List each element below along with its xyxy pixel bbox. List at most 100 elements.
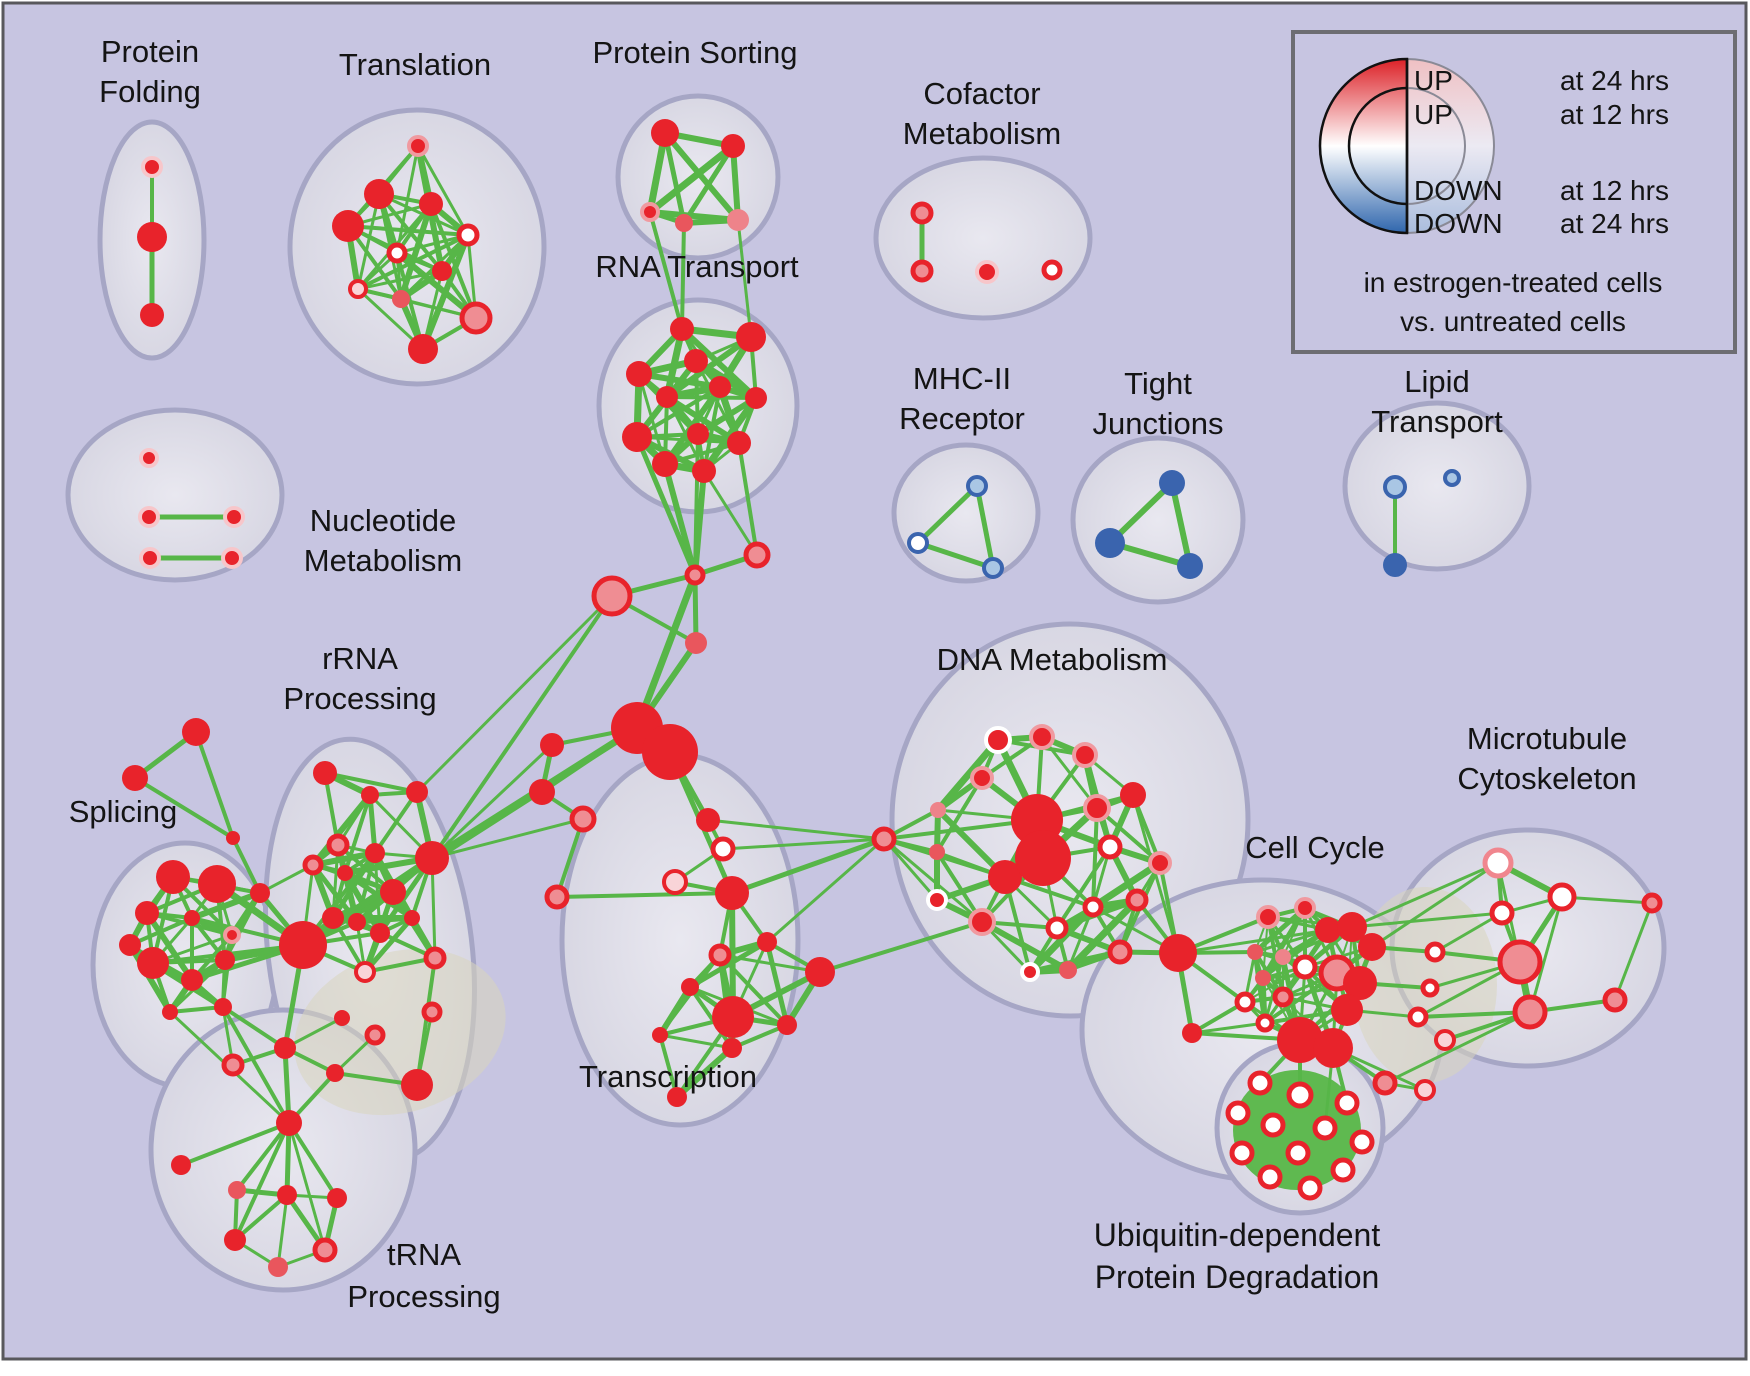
node-g8 xyxy=(415,841,449,875)
node-t2 xyxy=(364,179,394,209)
node-v12 xyxy=(1297,1175,1323,1201)
network-edge xyxy=(737,441,759,557)
network-edge xyxy=(818,920,984,974)
node-s7 xyxy=(215,950,235,970)
node-u3 xyxy=(228,1181,246,1199)
network-edge xyxy=(356,192,381,291)
node-mc5 xyxy=(1497,939,1543,985)
cluster-ellipse-cof xyxy=(873,155,1093,321)
node-q7 xyxy=(569,805,597,833)
node-d18 xyxy=(1020,962,1040,982)
node-q18 xyxy=(722,1038,742,1058)
network-edge xyxy=(1040,735,1099,810)
network-edge xyxy=(700,394,760,475)
node-k1 xyxy=(1256,905,1280,929)
network-edge xyxy=(128,916,194,947)
node-q10 xyxy=(710,836,736,862)
node-r9 xyxy=(687,423,709,445)
legend-note-line: vs. untreated cells xyxy=(1400,306,1626,337)
node-l1 xyxy=(1383,475,1407,499)
cluster-label-cof: Metabolism xyxy=(903,116,1062,151)
cluster-label-nuc: Nucleotide xyxy=(310,503,456,538)
network-edge xyxy=(1433,911,1504,954)
network-edge xyxy=(633,571,699,732)
node-n2 xyxy=(138,506,160,528)
node-k15 xyxy=(1255,1013,1275,1033)
cluster-label-pfold: Protein xyxy=(101,34,199,69)
network-edge xyxy=(695,395,759,437)
legend: UP at 24 hrs UP at 12 hrs DOWN at 12 hrs DOWN a… xyxy=(1291,30,1737,354)
network-edge xyxy=(221,1005,287,1050)
node-u16 xyxy=(421,1001,443,1023)
node-v7 xyxy=(1349,1129,1375,1155)
node-r8 xyxy=(622,422,652,452)
network-edge xyxy=(144,910,195,983)
node-u7 xyxy=(312,1237,338,1263)
node-k21 xyxy=(1414,1079,1436,1101)
node-q4 xyxy=(685,632,707,654)
node-tj2 xyxy=(1095,528,1125,558)
node-d7 xyxy=(1083,794,1111,822)
legend-halfarc-inner xyxy=(1347,86,1408,206)
network-edge xyxy=(1560,895,1654,905)
node-s9 xyxy=(181,969,203,991)
network-edge xyxy=(430,817,585,860)
network-edge xyxy=(276,1193,289,1269)
node-q6 xyxy=(529,779,555,805)
network-edge xyxy=(395,233,470,255)
network-edge xyxy=(681,143,736,226)
node-dC xyxy=(1159,934,1197,972)
network-edge xyxy=(680,221,686,331)
node-v1 xyxy=(1247,1070,1273,1096)
cluster-label-dna: DNA Metabolism xyxy=(937,642,1168,677)
node-t4 xyxy=(332,210,364,242)
network-edge xyxy=(657,984,693,1038)
network-edge xyxy=(233,1193,289,1242)
node-g14 xyxy=(423,946,447,970)
node-sb xyxy=(250,883,270,903)
network-edge xyxy=(702,469,759,557)
network-edge xyxy=(882,837,1007,879)
network-edge xyxy=(1252,905,1308,955)
node-x2 xyxy=(122,765,148,791)
node-x3 xyxy=(226,831,240,845)
node-d6 xyxy=(929,844,945,860)
node-g10 xyxy=(322,907,344,929)
node-k14 xyxy=(1331,994,1363,1026)
node-mc6 xyxy=(1420,978,1440,998)
node-q15 xyxy=(681,978,699,996)
node-d8 xyxy=(1120,782,1146,808)
node-r6 xyxy=(656,386,678,408)
network-edge xyxy=(915,540,996,571)
node-t11 xyxy=(408,334,438,364)
legend-time-label: at 24 hrs xyxy=(1560,208,1669,239)
node-d19 xyxy=(1059,961,1077,979)
node-g4 xyxy=(326,833,350,857)
cluster-label-tj: Tight xyxy=(1124,366,1192,401)
legend-halfcircle-outer-vivid xyxy=(1318,57,1409,235)
node-u12 xyxy=(326,1064,344,1082)
legend-time-label: at 24 hrs xyxy=(1560,65,1669,96)
node-c1 xyxy=(910,201,934,225)
network-edge xyxy=(979,919,1071,973)
cluster-ellipse-lip xyxy=(1342,400,1532,572)
node-k8 xyxy=(1292,954,1318,980)
node-mc3 xyxy=(1489,900,1515,926)
legend-direction-label: DOWN xyxy=(1414,175,1503,206)
network-edge xyxy=(692,572,699,646)
node-u4 xyxy=(277,1185,297,1205)
node-s3 xyxy=(135,901,159,925)
node-c2 xyxy=(910,259,934,283)
network-edge xyxy=(429,202,478,320)
cluster-label-spl: Splicing xyxy=(69,794,178,829)
node-s2 xyxy=(198,865,236,903)
node-s4 xyxy=(184,910,200,926)
node-u5 xyxy=(327,1188,347,1208)
network-edge xyxy=(415,594,614,794)
network-edge xyxy=(179,1121,291,1167)
network-edge xyxy=(373,790,419,855)
node-r2 xyxy=(736,322,766,352)
node-t6 xyxy=(386,242,408,264)
node-tj1 xyxy=(1159,470,1185,496)
